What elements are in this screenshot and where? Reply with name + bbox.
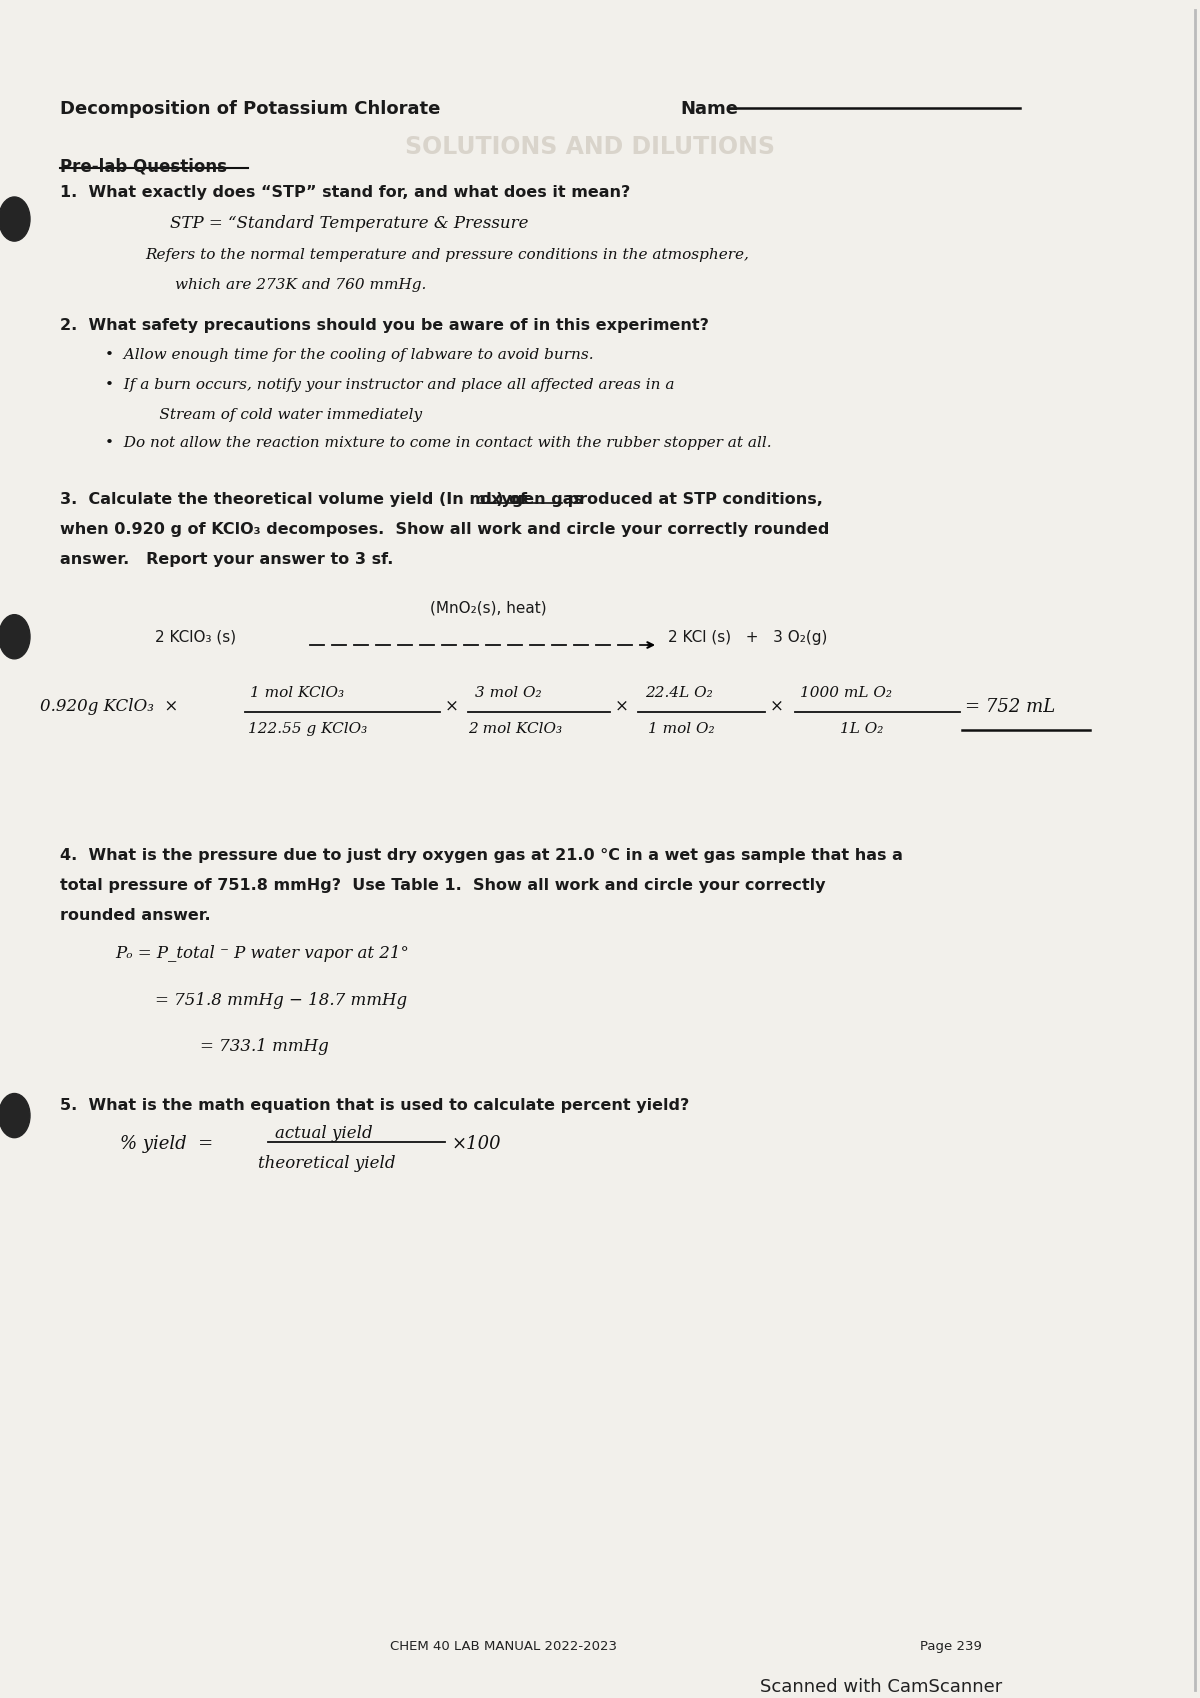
- Text: 3 mol O₂: 3 mol O₂: [475, 686, 541, 700]
- Text: 4.  What is the pressure due to just dry oxygen gas at 21.0 °C in a wet gas samp: 4. What is the pressure due to just dry …: [60, 847, 902, 863]
- Text: Pₒ = P_total ⁻ P water vapor at 21°: Pₒ = P_total ⁻ P water vapor at 21°: [115, 946, 409, 963]
- Text: •  Allow enough time for the cooling of labware to avoid burns.: • Allow enough time for the cooling of l…: [106, 348, 594, 362]
- Text: Page 239: Page 239: [920, 1640, 982, 1652]
- Text: •  Do not allow the reaction mixture to come in contact with the rubber stopper : • Do not allow the reaction mixture to c…: [106, 436, 772, 450]
- Text: 122.55 g KClO₃: 122.55 g KClO₃: [248, 722, 367, 735]
- Text: Name: Name: [680, 100, 738, 117]
- Text: 0.920g KClO₃  ×: 0.920g KClO₃ ×: [40, 698, 179, 715]
- Text: 3.  Calculate the theoretical volume yield (In mL) of: 3. Calculate the theoretical volume yiel…: [60, 492, 533, 508]
- Text: = 752 mL: = 752 mL: [965, 698, 1055, 717]
- Text: 2 mol KClO₃: 2 mol KClO₃: [468, 722, 562, 735]
- Text: rounded answer.: rounded answer.: [60, 908, 211, 924]
- Text: 1000 mL O₂: 1000 mL O₂: [800, 686, 892, 700]
- Text: 1.  What exactly does “STP” stand for, and what does it mean?: 1. What exactly does “STP” stand for, an…: [60, 185, 630, 200]
- Text: 2.  What safety precautions should you be aware of in this experiment?: 2. What safety precautions should you be…: [60, 318, 709, 333]
- Text: produced at STP conditions,: produced at STP conditions,: [562, 492, 823, 508]
- Text: Stream of cold water immediately: Stream of cold water immediately: [134, 408, 422, 423]
- Text: actual yield: actual yield: [275, 1126, 373, 1143]
- Text: CHEM 40 LAB MANUAL 2022-2023: CHEM 40 LAB MANUAL 2022-2023: [390, 1640, 617, 1652]
- Text: answer.   Report your answer to 3 sf.: answer. Report your answer to 3 sf.: [60, 552, 394, 567]
- Text: Pre-lab Questions: Pre-lab Questions: [60, 158, 227, 177]
- Text: 5.  What is the math equation that is used to calculate percent yield?: 5. What is the math equation that is use…: [60, 1099, 689, 1112]
- Text: % yield  =: % yield =: [120, 1134, 214, 1153]
- Text: ×: ×: [445, 698, 458, 715]
- Text: STP = “Standard Temperature & Pressure: STP = “Standard Temperature & Pressure: [170, 216, 528, 233]
- Text: Decomposition of Potassium Chlorate: Decomposition of Potassium Chlorate: [60, 100, 440, 117]
- Text: ×: ×: [616, 698, 629, 715]
- Text: = 733.1 mmHg: = 733.1 mmHg: [200, 1037, 329, 1054]
- Text: theoretical yield: theoretical yield: [258, 1155, 396, 1172]
- Text: which are 273K and 760 mmHg.: which are 273K and 760 mmHg.: [175, 278, 426, 292]
- Text: Scanned with CamScanner: Scanned with CamScanner: [760, 1678, 1002, 1696]
- Text: 1 mol O₂: 1 mol O₂: [648, 722, 715, 735]
- Text: when 0.920 g of KClO₃ decomposes.  Show all work and circle your correctly round: when 0.920 g of KClO₃ decomposes. Show a…: [60, 521, 829, 537]
- Text: oxygen gas: oxygen gas: [480, 492, 583, 508]
- Text: 2 KCl (s)   +   3 O₂(g): 2 KCl (s) + 3 O₂(g): [668, 630, 827, 645]
- Text: 1 mol KClO₃: 1 mol KClO₃: [250, 686, 344, 700]
- Text: 2 KClO₃ (s): 2 KClO₃ (s): [155, 630, 236, 645]
- Text: = 751.8 mmHg − 18.7 mmHg: = 751.8 mmHg − 18.7 mmHg: [155, 992, 407, 1009]
- Text: total pressure of 751.8 mmHg?  Use Table 1.  Show all work and circle your corre: total pressure of 751.8 mmHg? Use Table …: [60, 878, 826, 893]
- Text: 22.4L O₂: 22.4L O₂: [646, 686, 713, 700]
- Text: SOLUTIONS AND DILUTIONS: SOLUTIONS AND DILUTIONS: [406, 136, 775, 160]
- Text: •  If a burn occurs, notify your instructor and place all affected areas in a: • If a burn occurs, notify your instruct…: [106, 379, 674, 392]
- Text: 1L O₂: 1L O₂: [840, 722, 883, 735]
- Text: Refers to the normal temperature and pressure conditions in the atmosphere,: Refers to the normal temperature and pre…: [145, 248, 749, 261]
- Text: ×100: ×100: [452, 1134, 502, 1153]
- Text: (MnO₂(s), heat): (MnO₂(s), heat): [430, 599, 547, 615]
- Text: ×: ×: [770, 698, 784, 715]
